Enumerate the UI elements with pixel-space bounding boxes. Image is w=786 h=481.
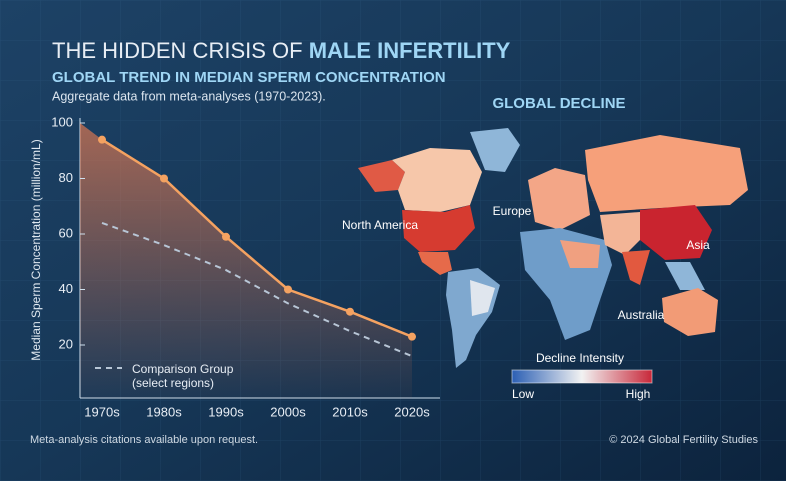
note: Aggregate data from meta-analyses (1970-… [52, 89, 326, 103]
data-point [408, 332, 416, 341]
subtitle: GLOBAL TREND IN MEDIAN SPERM CONCENTRATI… [52, 69, 446, 86]
map-title: GLOBAL DECLINE [492, 95, 625, 112]
comparison-line [101, 221, 413, 358]
map-region [560, 240, 600, 268]
area [80, 123, 412, 399]
map-region [622, 250, 650, 285]
title-part: THE HIDDEN CRISIS OF [52, 38, 303, 63]
map-label: Europe [493, 204, 532, 218]
x-tick-label: 2020s [394, 404, 430, 419]
legend-title: Decline Intensity [536, 351, 624, 365]
y-tick-label: 60 [59, 225, 73, 240]
y-tick-label: 20 [59, 336, 73, 351]
y-axis-label: Median Sperm Concentration (million/mL) [29, 139, 43, 360]
data-point [284, 285, 292, 294]
map-label: North America [342, 218, 418, 232]
color-scale [511, 369, 653, 384]
map-region [470, 128, 520, 172]
title: THE HIDDEN CRISIS OF MALE INFERTILITY [52, 38, 511, 63]
data-point [222, 232, 230, 241]
legend-entry: Comparison Group (select regions) [132, 362, 234, 390]
footer-right: © 2024 Global Fertility Studies [609, 434, 758, 446]
y-tick-label: 100 [51, 114, 73, 129]
map-region [585, 135, 748, 212]
trend-line [101, 138, 413, 338]
map-region [470, 280, 495, 316]
x-tick-label: 2000s [270, 404, 306, 419]
data-point [346, 307, 354, 316]
legend-high: High [626, 387, 651, 401]
world-map [358, 128, 748, 368]
map-label: Australia [618, 308, 665, 322]
legend-low: Low [512, 387, 534, 401]
map-region [528, 168, 590, 230]
map-region [418, 252, 452, 275]
x-tick-label: 2010s [332, 404, 368, 419]
map-region [640, 205, 712, 260]
map-region [392, 148, 482, 212]
data-point [98, 135, 106, 144]
map-region [402, 205, 475, 252]
footer-left: Meta-analysis citations available upon r… [30, 434, 258, 446]
map-region [662, 288, 718, 336]
map-label: Asia [686, 238, 710, 252]
map-region [600, 212, 640, 255]
map-region [665, 262, 705, 290]
y-tick-label: 40 [59, 281, 73, 296]
title-emphasis: MALE INFERTILITY [309, 38, 511, 63]
x-tick-label: 1970s [84, 404, 120, 419]
data-point [160, 174, 168, 183]
map-region [358, 160, 405, 192]
x-tick-label: 1990s [208, 404, 244, 419]
x-tick-label: 1980s [146, 404, 182, 419]
y-tick-label: 80 [59, 170, 73, 185]
